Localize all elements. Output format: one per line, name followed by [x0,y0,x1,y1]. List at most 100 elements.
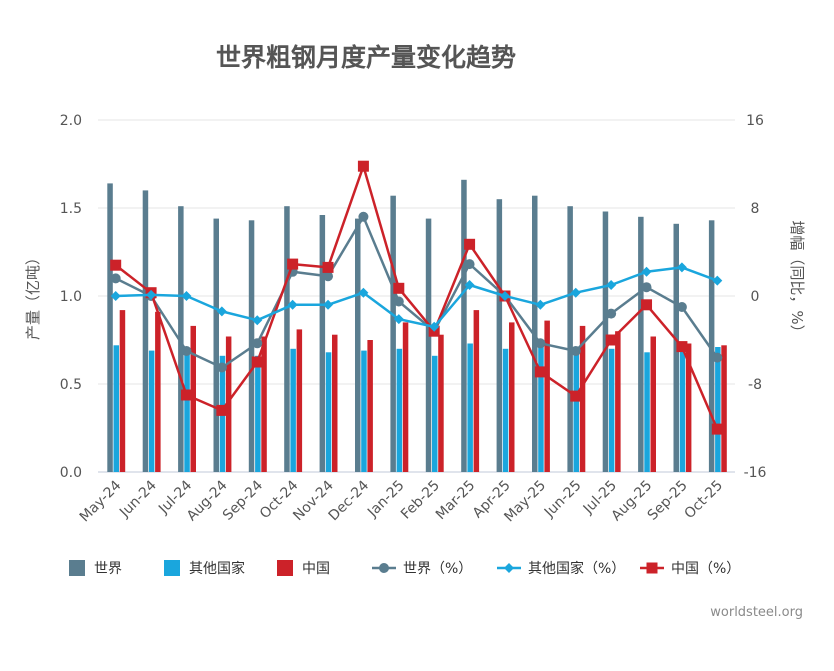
left-tick-label: 0.5 [60,377,82,393]
line-0 [115,215,719,369]
left-tick-label: 1.0 [60,289,82,305]
marker-0-12 [535,338,546,349]
marker-0-3 [216,362,227,373]
marker-1-16 [676,262,687,273]
legend-label: 中国（%） [671,561,740,577]
bar-2-3 [225,336,232,472]
marker-0-17 [712,352,723,363]
marker-1-8 [393,314,404,325]
left-axis-ticks: 0.0 0.5 1.0 1.5 2.0 [60,113,82,481]
marker-0-0 [110,273,121,284]
chart-title: 世界粗钢月度产量变化趋势 [216,43,516,72]
marker-1-7 [358,287,369,298]
marker-1-1 [146,289,157,300]
marker-1-13 [570,287,581,298]
bar-1-6 [325,352,332,472]
bar-2-8 [402,322,409,472]
marker-2-8 [393,282,405,294]
bar-2-9 [438,334,444,472]
marker-0-15 [641,282,652,293]
marker-1-2 [181,291,192,301]
marker-1-12 [535,299,546,310]
bar-0-9 [425,218,432,472]
gridlines [98,119,735,473]
marker-1-0 [110,291,121,301]
legend-swatch [277,560,293,576]
bar-0-1 [142,190,149,472]
bar-1-4 [255,355,261,472]
marker-2-4 [251,356,263,368]
bar-0-7 [355,218,361,472]
marker-2-14 [605,334,617,346]
x-axis-ticks: May-24Jun-24Jul-24Aug-24Sep-24Oct-24Nov-… [77,477,726,525]
bar-0-15 [638,216,644,472]
marker-1-10 [464,280,475,290]
marker-1-6 [323,299,334,310]
legend-label: 世界（%） [403,561,472,577]
right-axis-title: 增幅（同比，%） [788,220,806,339]
marker-2-7 [357,160,369,172]
bar-2-12 [544,320,550,472]
marker-2-13 [570,390,582,402]
bar-0-2 [178,206,184,472]
legend-marker [379,563,389,573]
bar-0-10 [461,179,467,473]
x-tick-label: Dec-24 [326,477,373,524]
bar-2-14 [615,331,621,472]
x-tick-label: May-24 [77,477,125,525]
marker-2-10 [464,238,476,250]
marker-2-3 [216,404,228,416]
bar-2-4 [261,336,267,472]
bar-1-17 [715,347,721,472]
bar-1-0 [113,345,119,472]
marker-2-5 [287,258,299,270]
bar-2-0 [119,310,126,472]
bar-2-7 [367,340,373,472]
bar-1-8 [396,348,403,472]
bar-1-12 [538,347,544,472]
marker-0-6 [323,271,334,282]
marker-0-7 [358,211,369,222]
bar-1-5 [290,348,296,472]
marker-0-14 [606,308,617,319]
bar-1-10 [467,343,473,472]
bar-1-1 [148,350,155,472]
bar-0-11 [496,199,503,472]
marker-0-13 [570,346,581,356]
bar-2-16 [685,343,692,472]
legend-swatch [164,560,180,576]
legend-swatch [69,560,85,576]
line-1 [115,266,718,329]
marker-1-4 [252,315,263,326]
bar-2-6 [332,334,338,472]
marker-0-16 [676,302,687,312]
bar-1-15 [644,352,650,472]
bar-1-11 [502,348,509,472]
bar-1-13 [573,350,579,472]
marker-2-6 [322,261,334,273]
marker-0-4 [252,338,263,349]
bar-1-14 [608,348,615,472]
line-2 [114,164,719,430]
bar-0-0 [107,183,113,472]
bar-2-1 [155,311,161,472]
legend-marker [504,563,514,573]
marker-2-2 [180,389,192,401]
x-tick-label: Mar-25 [433,478,479,524]
marker-1-11 [499,291,510,301]
bar-2-5 [296,329,303,472]
right-tick-label: 8 [751,201,760,217]
marker-2-15 [641,299,653,311]
marker-1-3 [216,306,227,317]
left-tick-label: 1.5 [60,201,82,217]
credit: worldsteel.org [710,605,803,620]
marker-1-14 [606,280,617,290]
right-tick-label: -16 [744,465,767,481]
bar-1-16 [679,348,686,472]
x-tick-label: Jun-25 [541,478,585,522]
bar-series [107,179,727,473]
bar-0-14 [602,211,609,472]
marker-1-9 [429,321,440,332]
marker-1-15 [641,266,652,277]
